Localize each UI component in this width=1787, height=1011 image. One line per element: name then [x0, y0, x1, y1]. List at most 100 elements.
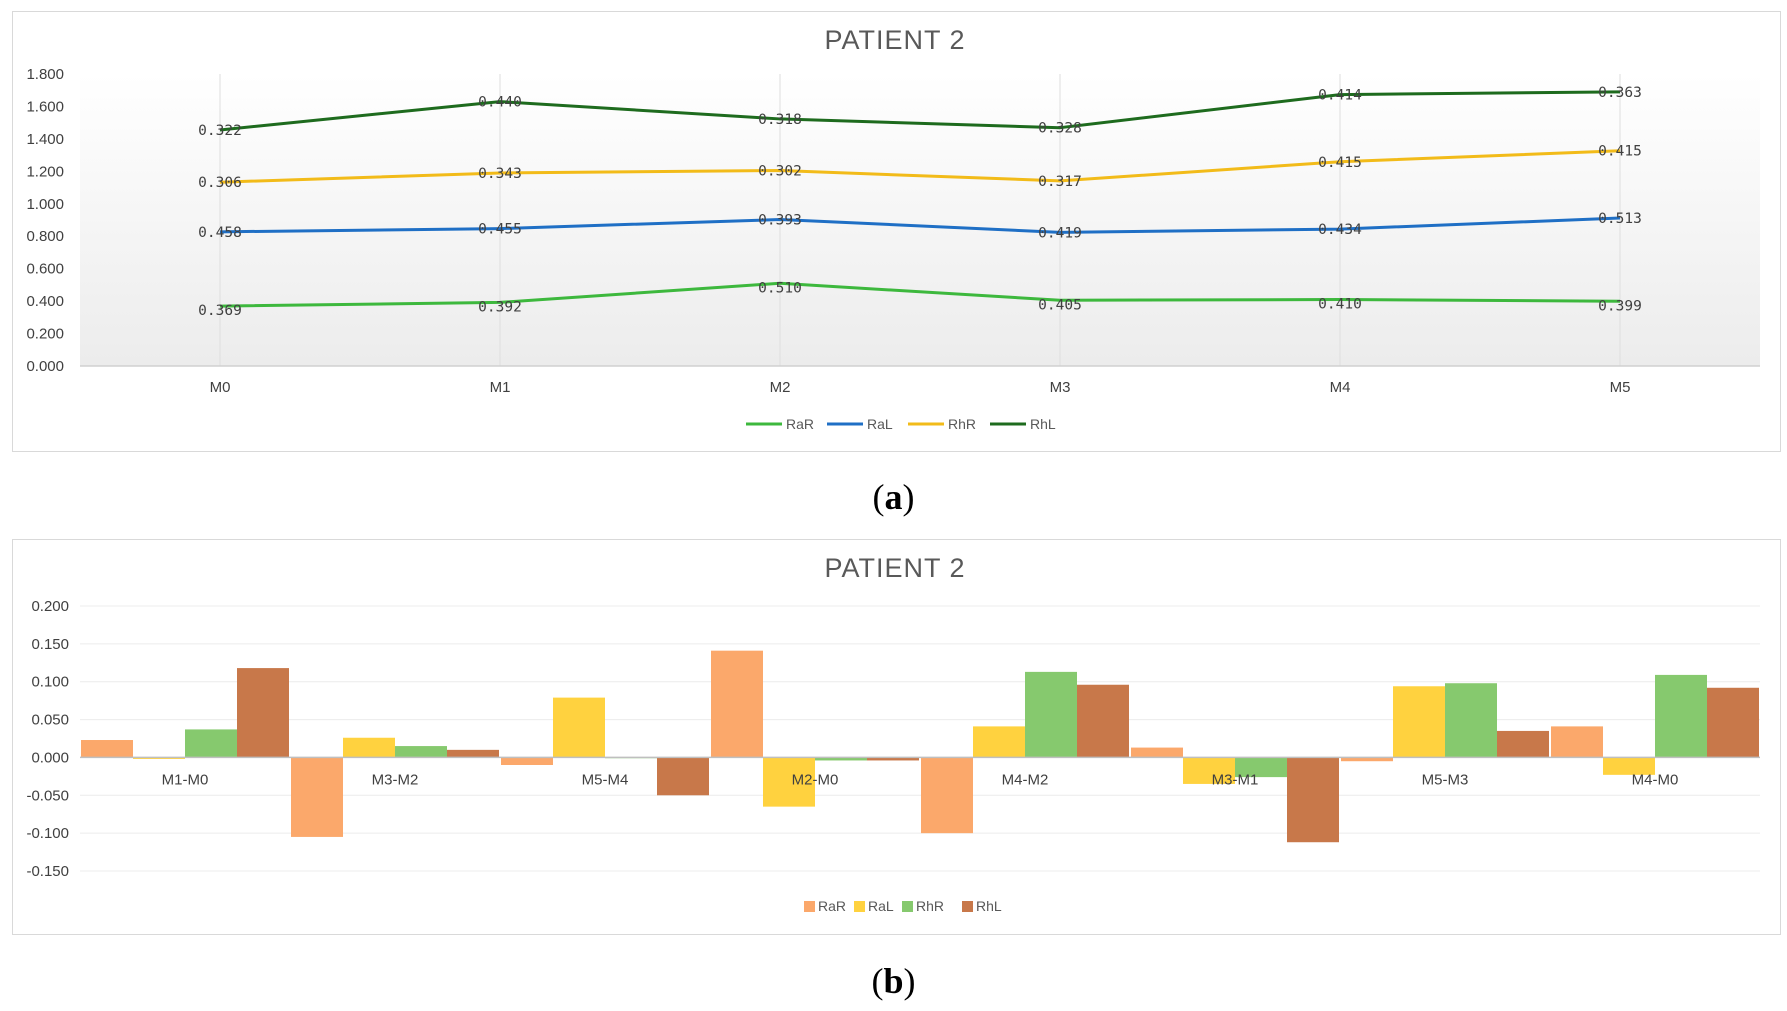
legend-item-rhl: RhL: [962, 898, 1002, 914]
chart-a-y-tick-label: 1.400: [26, 131, 64, 148]
chart-b-y-tick-label: 0.150: [31, 636, 69, 653]
data-label-ral: 0.434: [1318, 222, 1362, 238]
chart-a-y-tick-label: 1.000: [26, 196, 64, 213]
bar-rar: [81, 740, 133, 758]
data-label-ral: 0.419: [1038, 225, 1082, 241]
bar-rar: [501, 757, 553, 765]
chart-a-y-tick-label: 0.400: [26, 293, 64, 310]
chart-b-y-tick-label: 0.000: [31, 749, 69, 766]
legend-label-ral: RaL: [868, 898, 894, 914]
chart-b-y-tick-label: 0.050: [31, 712, 69, 729]
bar-rhl: [1707, 687, 1759, 758]
legend-label-ral: RaL: [867, 416, 893, 432]
bar-rar: [1341, 757, 1393, 762]
data-label-rhl: 0.328: [1038, 121, 1082, 137]
legend-swatch-rar: [804, 901, 815, 912]
bar-rhl: [1077, 684, 1129, 758]
line-chart: PATIENT 2 0.000 0.200 0.400 0.600 0.800 1.000 1…: [26, 25, 1760, 432]
chart-b-y-tick-label: 0.200: [31, 598, 69, 615]
legend-item-rar: RaR: [804, 898, 846, 914]
bar-rhl: [447, 749, 499, 758]
bar-rar: [711, 650, 763, 758]
chart-b-y-tick-label: -0.100: [26, 825, 69, 842]
data-label-rhr: 0.415: [1598, 144, 1642, 160]
chart-a-x-tick-label: M5: [1610, 379, 1631, 396]
chart-b-x-tick-label: M2-M0: [792, 771, 839, 788]
bar-rar: [1131, 747, 1183, 758]
bar-ral: [343, 737, 395, 758]
chart-a-y-tick-label: 1.200: [26, 163, 64, 180]
bar-rhl: [657, 757, 709, 796]
chart-b-y-tick-label: 0.100: [31, 674, 69, 691]
legend-swatch-rhr: [902, 901, 913, 912]
bar-rar: [921, 757, 973, 834]
chart-a-x-tick-label: M1: [490, 379, 511, 396]
chart-b-x-tick-label: M4-M0: [1632, 771, 1679, 788]
chart-b-x-tick-label: M3-M1: [1212, 771, 1259, 788]
chart-b-x-tick-label: M4-M2: [1002, 771, 1049, 788]
data-label-rar: 0.405: [1038, 297, 1082, 313]
series-line-ral: [219, 216, 1621, 234]
series-line-rhl: [219, 90, 1621, 132]
bar-rhl: [237, 668, 289, 758]
chart-a-y-tick-label: 0.200: [26, 326, 64, 343]
legend-swatch-ral: [854, 901, 865, 912]
chart-a-y-tick-label: 0.600: [26, 261, 64, 278]
data-label-rhr: 0.306: [198, 175, 242, 191]
chart-b-x-tick-label: M1-M0: [162, 771, 209, 788]
data-label-rar: 0.369: [198, 303, 242, 319]
data-label-rar: 0.510: [758, 280, 802, 296]
data-label-ral: 0.458: [198, 225, 242, 241]
bar-rhl: [1497, 730, 1549, 758]
chart-a-y-tick-label: 1.800: [26, 66, 64, 83]
legend-item-rhl: RhL: [990, 416, 1056, 432]
chart-a-title: PATIENT 2: [824, 25, 965, 55]
legend-label-rhr: RhR: [916, 898, 944, 914]
bar-chart: PATIENT 2 -0.150 -0.100 -0.050 0.000 0.050 0.1…: [26, 553, 1760, 914]
bar-rhr: [815, 757, 867, 761]
data-label-rar: 0.392: [478, 299, 522, 315]
legend-item-ral: RaL: [827, 416, 893, 432]
data-label-ral: 0.455: [478, 222, 522, 238]
bar-ral: [1603, 757, 1655, 775]
data-label-rhr: 0.317: [1038, 174, 1082, 190]
chart-b-x-tick-label: M5-M3: [1422, 771, 1469, 788]
bar-ral: [553, 697, 605, 758]
data-label-rhr: 0.415: [1318, 155, 1362, 171]
data-label-rar: 0.410: [1318, 296, 1362, 312]
bar-rhl: [867, 757, 919, 761]
bar-rhr: [1655, 674, 1707, 758]
data-label-rhl: 0.414: [1318, 88, 1362, 104]
bar-rar: [1551, 726, 1603, 758]
legend-item-rhr: RhR: [908, 416, 976, 432]
bar-rhr: [1025, 671, 1077, 758]
bar-ral: [763, 757, 815, 807]
legend-item-rar: RaR: [746, 416, 814, 432]
chart-b-y-tick-label: -0.150: [26, 863, 69, 880]
bar-rhr: [1445, 683, 1497, 758]
data-label-rhr: 0.343: [478, 166, 522, 182]
bar-ral: [1393, 686, 1445, 758]
data-label-rhr: 0.302: [758, 164, 802, 180]
data-label-rhl: 0.363: [1598, 85, 1642, 101]
chart-b-x-tick-label: M5-M4: [582, 771, 629, 788]
legend-label-rhl: RhL: [976, 898, 1002, 914]
legend-item-ral: RaL: [854, 898, 894, 914]
legend-swatch-rhl: [962, 901, 973, 912]
chart-a-y-tick-label: 0.800: [26, 228, 64, 245]
bar-ral: [973, 726, 1025, 758]
chart-a-x-tick-label: M4: [1330, 379, 1351, 396]
chart-a-x-tick-label: M3: [1050, 379, 1071, 396]
caption-b: (b): [871, 961, 916, 1001]
caption-a: (a): [872, 477, 915, 517]
data-label-ral: 0.513: [1598, 211, 1642, 227]
bar-rhl: [1287, 757, 1339, 843]
chart-b-y-tick-label: -0.050: [26, 787, 69, 804]
chart-a-x-tick-label: M0: [210, 379, 231, 396]
series-line-rar: [219, 281, 1621, 308]
legend-label-rar: RaR: [818, 898, 846, 914]
bar-rar: [291, 757, 343, 837]
legend-label-rhl: RhL: [1030, 416, 1056, 432]
chart-b-title: PATIENT 2: [824, 553, 965, 583]
bar-rhr: [185, 729, 237, 758]
